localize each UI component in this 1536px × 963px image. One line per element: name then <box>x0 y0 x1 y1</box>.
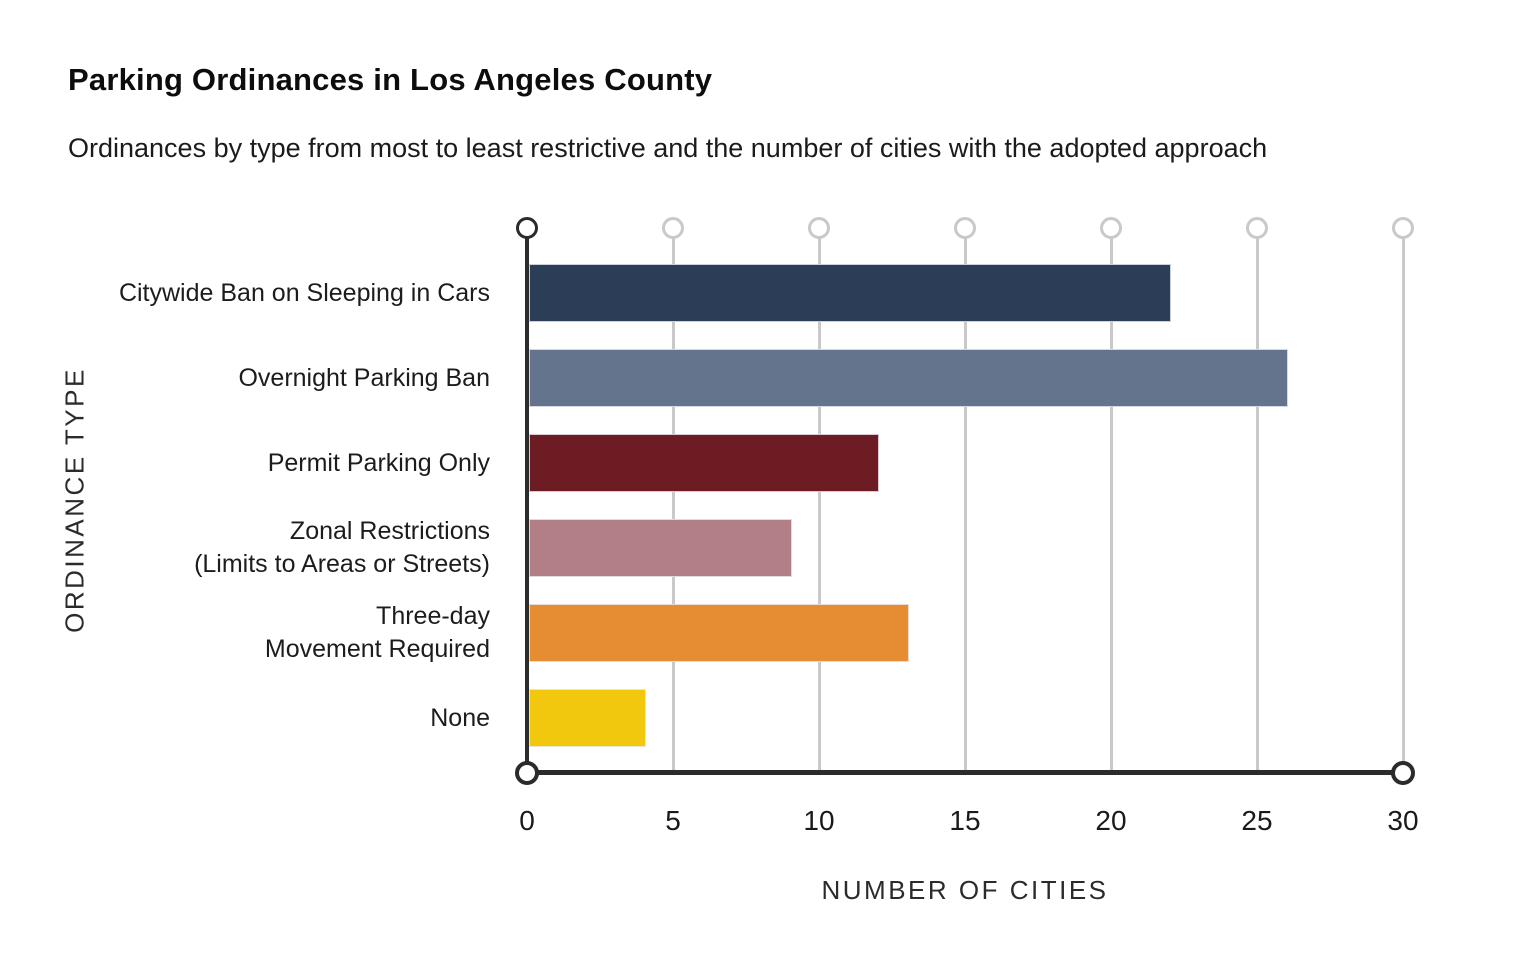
category-label: Citywide Ban on Sleeping in Cars <box>118 278 490 307</box>
x-axis-line <box>527 770 1403 775</box>
category-label: Overnight Parking Ban <box>238 363 490 392</box>
x-axis-title: NUMBER OF CITIES <box>821 875 1109 905</box>
bar-overnight-parking-ban <box>529 349 1289 407</box>
gridline <box>1401 237 1405 770</box>
gridline-top-circle-icon <box>1100 217 1122 239</box>
bar-zonal-restrictions-limits-to-areas-or-streets <box>529 519 792 577</box>
x-axis-tick-label: 0 <box>519 805 535 836</box>
bar-none <box>529 689 646 747</box>
gridline-top-circle-icon <box>954 217 976 239</box>
gridline <box>817 237 821 770</box>
category-label: None <box>430 703 490 732</box>
gridline <box>671 237 675 770</box>
gridline-top-circle-icon <box>1392 217 1414 239</box>
bar-citywide-ban-on-sleeping-in-cars <box>529 264 1172 322</box>
x-axis-tick-label: 25 <box>1241 805 1273 836</box>
chart-title: Parking Ordinances in Los Angeles County <box>68 62 713 97</box>
x-axis-tick-label: 20 <box>1095 805 1127 836</box>
x-axis-tick-label: 5 <box>665 805 681 836</box>
bar-permit-parking-only <box>529 434 880 492</box>
bar-three-day-movement-required <box>529 604 909 662</box>
axis-end-circle-icon <box>515 761 539 785</box>
x-axis-tick-label: 10 <box>803 805 835 836</box>
bar-chart-plot-area: 0 5 10 15 20 25 30 <box>515 217 1419 836</box>
gridline-top-circle-icon <box>516 217 538 239</box>
y-axis-category-labels: Citywide Ban on Sleeping in Cars Overnigh… <box>0 217 490 775</box>
y-axis-line <box>525 237 529 770</box>
x-axis-tick-label: 15 <box>949 805 981 836</box>
gridline-top-circle-icon <box>662 217 684 239</box>
axis-end-circle-icon <box>1391 761 1415 785</box>
gridline <box>1255 237 1259 770</box>
gridline <box>963 237 967 770</box>
gridline-top-circle-icon <box>1246 217 1268 239</box>
x-axis-tick-label: 30 <box>1387 805 1419 836</box>
gridline-top-circle-icon <box>808 217 830 239</box>
chart-subtitle: Ordinances by type from most to least re… <box>68 133 1268 163</box>
category-label: Zonal Restrictions (Limits to Areas or St… <box>194 517 490 578</box>
category-label: Three-day Movement Required <box>264 602 490 663</box>
gridline <box>1109 237 1113 770</box>
category-label: Permit Parking Only <box>267 448 490 477</box>
